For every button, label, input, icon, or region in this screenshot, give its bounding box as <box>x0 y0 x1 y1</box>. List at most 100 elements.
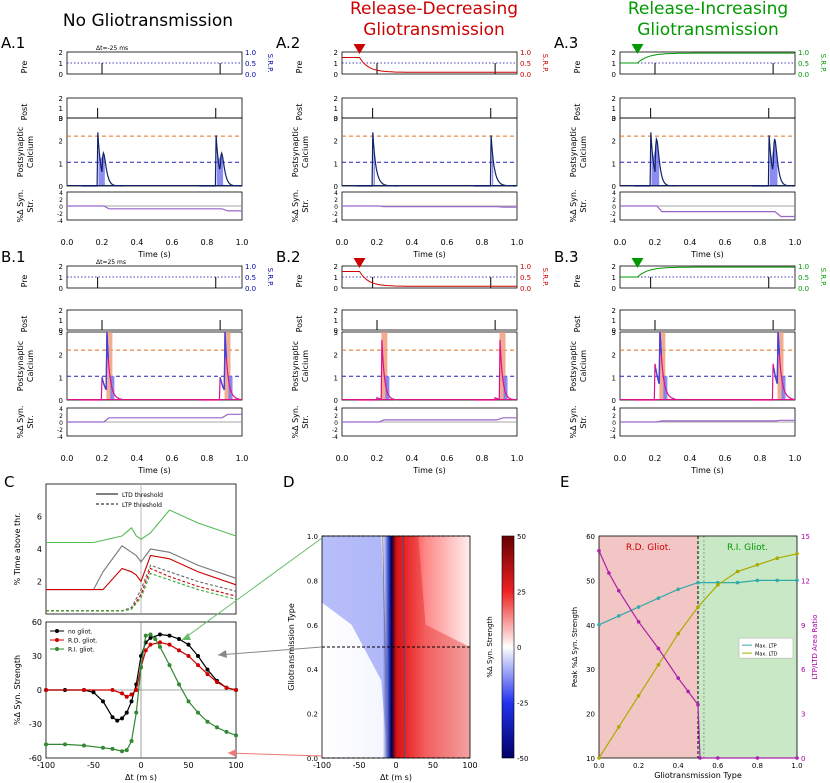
d-colorbar <box>501 535 515 759</box>
srp-ylabel: S.R.P. <box>819 268 827 287</box>
calcium-ylabel-2: Calcium <box>26 136 35 168</box>
time-xlabel: Time (s) <box>690 250 724 259</box>
srp-trace-ri <box>620 52 795 64</box>
calcium-tick: 2 <box>59 138 63 146</box>
syn-tick: 2 <box>59 197 63 204</box>
time-tick: 0.4 <box>406 454 419 463</box>
c-top-series-2 <box>46 509 237 544</box>
post-tick: 2 <box>612 95 616 103</box>
syn-tick: 4 <box>59 406 63 413</box>
d-ylabel: Gliotransmission Type <box>287 603 296 691</box>
c-bottom-point <box>196 663 200 668</box>
e-ytick-left: 50 <box>586 577 595 585</box>
c-bottom-point <box>143 633 148 638</box>
e-region-label-ri: R.I. Gliot. <box>727 543 768 553</box>
post-tick: 0 <box>612 327 616 335</box>
post-tick: 0 <box>334 115 338 123</box>
c-bottom-point <box>205 667 210 672</box>
c-bottom-point <box>120 749 124 754</box>
e-point <box>607 571 611 575</box>
trace-panel-a3: A.3 Pre 0 1 2 1.0 0.5 0.0 S.R.P. Post 0 1 2 Postsynap… <box>554 34 827 259</box>
trace-panel-b2: B.2 Pre 0 1 2 1.0 0.5 0.0 S.R.P. Post 0 1 2 Postsynap… <box>276 248 549 475</box>
calcium-trace-pre <box>773 331 781 384</box>
calcium-tick: 2 <box>612 352 616 360</box>
syn-tick: 4 <box>334 190 338 197</box>
time-tick: 1.0 <box>789 454 802 463</box>
syn-tick: 4 <box>334 406 338 413</box>
e-xtick: 0.0 <box>593 762 604 770</box>
c-bottom-point <box>177 637 181 641</box>
c-bottom-ytick: 30 <box>32 652 42 661</box>
e-ytick-right: 15 <box>801 533 810 541</box>
post-axes <box>341 309 518 331</box>
calcium-axes <box>619 331 796 401</box>
calcium-ylabel-2: Calcium <box>26 350 35 382</box>
calcium-trace <box>199 331 241 401</box>
calcium-trace-pre <box>219 331 228 391</box>
e-point <box>676 676 680 680</box>
time-tick: 0.8 <box>754 454 767 463</box>
time-tick: 0.2 <box>371 454 384 463</box>
c-bottom-point <box>120 716 124 721</box>
srp-tick: 0.5 <box>520 274 531 282</box>
calcium-trace <box>356 339 398 401</box>
post-tick: 1 <box>59 317 63 325</box>
time-xlabel: Time (s) <box>412 250 446 259</box>
calcium-trace <box>474 135 516 187</box>
c-bottom-point <box>234 733 238 738</box>
ltd-fill <box>98 143 105 186</box>
syn-tick: 0 <box>59 420 63 427</box>
syn-ylabel-2: Str. <box>26 415 35 428</box>
calcium-tick: 2 <box>334 138 338 146</box>
time-tick: 0.0 <box>336 238 349 247</box>
panel-label-a2: A.2 <box>276 34 300 52</box>
syn-tick: -4 <box>332 218 338 225</box>
ltp-fill <box>381 332 388 400</box>
srp-tick: 0.5 <box>245 60 256 68</box>
time-tick: 0.6 <box>441 454 454 463</box>
time-tick: 0.4 <box>684 454 697 463</box>
c-bottom-ytick: -60 <box>29 754 42 763</box>
srp-tick: 1.0 <box>798 49 809 57</box>
d-ltd-region <box>322 536 388 736</box>
e-ytick-right: 6 <box>801 666 806 674</box>
pre-tick: 2 <box>59 263 63 271</box>
e-ytick-left: 40 <box>586 622 595 630</box>
time-tick: 0.4 <box>131 454 144 463</box>
syn-tick: 4 <box>612 190 616 197</box>
c-bottom-xtick: -100 <box>37 761 55 770</box>
post-ylabel: Post <box>20 104 29 121</box>
panel-label-c: C <box>4 473 14 491</box>
c-bottom-legend-label: R.I. gliot. <box>68 647 95 654</box>
c-bottom-legend-marker <box>55 638 59 642</box>
syn-strength-trace <box>342 205 517 208</box>
time-tick: 0.8 <box>201 238 214 247</box>
connector-ri <box>181 537 323 641</box>
c-top-series-0 <box>46 545 237 591</box>
gliotransmission-marker-rd <box>353 44 366 54</box>
pre-ylabel: Pre <box>20 275 29 288</box>
c-bottom-point <box>143 648 148 653</box>
calcium-ylabel-2: Calcium <box>579 136 588 168</box>
c-bottom-xtick: 50 <box>183 761 193 770</box>
panel-label-a3: A.3 <box>554 34 578 52</box>
e-point <box>795 756 799 760</box>
c-top-ytick: 2 <box>37 578 42 587</box>
c-bottom-point <box>148 632 153 637</box>
c-bottom-point <box>158 640 162 645</box>
calcium-tick: 2 <box>612 138 616 146</box>
time-tick: 0.4 <box>131 238 144 247</box>
srp-tick: 0.0 <box>798 71 809 79</box>
pre-tick: 1 <box>334 60 338 68</box>
pre-tick: 0 <box>59 285 63 293</box>
c-bottom-ytick: 60 <box>32 618 42 627</box>
post-ylabel: Post <box>573 104 582 121</box>
e-point <box>686 689 690 694</box>
time-tick: 1.0 <box>511 454 524 463</box>
c-bottom-point <box>177 682 181 687</box>
pre-tick: 2 <box>334 49 338 57</box>
c-bottom-point <box>44 742 48 747</box>
c-bottom-point <box>224 685 229 690</box>
time-tick: 0.0 <box>614 238 627 247</box>
calcium-tick: 2 <box>334 352 338 360</box>
